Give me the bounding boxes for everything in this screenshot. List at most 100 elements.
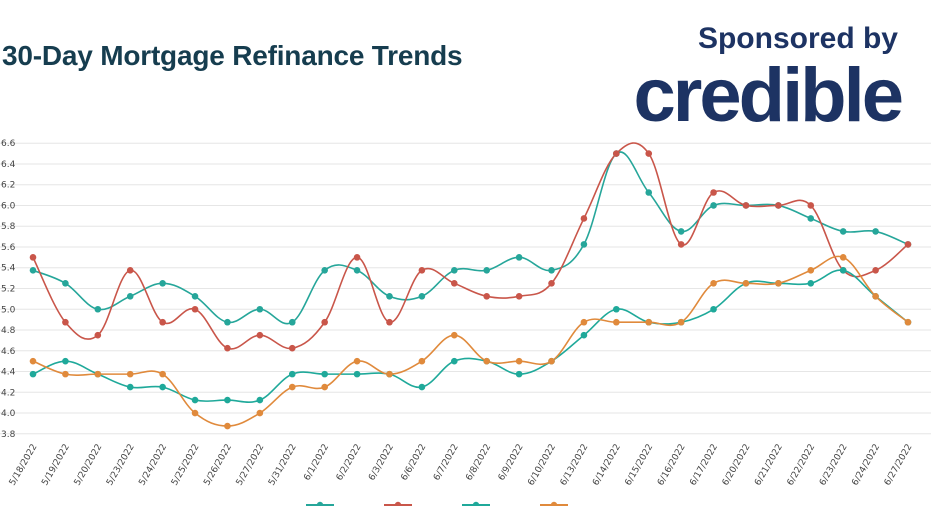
data-point[interactable] [450, 331, 458, 339]
data-point[interactable] [742, 280, 750, 287]
data-point[interactable] [159, 280, 166, 287]
data-point[interactable] [288, 344, 296, 352]
data-point[interactable] [872, 267, 879, 274]
data-point[interactable] [62, 357, 69, 365]
data-point[interactable] [418, 383, 426, 391]
data-point[interactable] [807, 267, 815, 274]
data-point[interactable] [321, 383, 328, 391]
data-point[interactable] [256, 396, 264, 404]
data-point[interactable] [580, 318, 588, 326]
data-point[interactable] [450, 267, 458, 274]
data-point[interactable] [386, 370, 393, 378]
data-point[interactable] [710, 202, 717, 209]
data-point[interactable] [386, 292, 393, 300]
data-point[interactable] [191, 292, 199, 300]
data-point[interactable] [29, 267, 37, 274]
data-point[interactable] [418, 357, 426, 365]
data-point[interactable] [710, 305, 717, 313]
data-point[interactable] [580, 241, 588, 248]
data-point[interactable] [159, 383, 166, 391]
data-point[interactable] [515, 370, 523, 378]
data-point[interactable] [159, 370, 166, 378]
data-point[interactable] [288, 383, 296, 391]
data-point[interactable] [256, 409, 264, 417]
data-point[interactable] [613, 318, 620, 326]
data-point[interactable] [677, 318, 685, 326]
data-point[interactable] [94, 331, 102, 339]
data-point[interactable] [677, 228, 685, 235]
data-point[interactable] [710, 189, 717, 196]
data-point[interactable] [839, 228, 847, 235]
data-point[interactable] [515, 357, 523, 365]
data-point[interactable] [483, 357, 491, 365]
data-point[interactable] [353, 357, 361, 365]
data-point[interactable] [353, 254, 361, 261]
data-point[interactable] [450, 357, 458, 365]
data-point[interactable] [321, 318, 328, 326]
credible-logo[interactable]: credible [633, 53, 904, 138]
data-point[interactable] [256, 305, 264, 313]
data-point[interactable] [839, 267, 847, 274]
data-point[interactable] [839, 254, 847, 261]
data-point[interactable] [548, 267, 555, 274]
data-point[interactable] [126, 383, 134, 391]
data-point[interactable] [613, 150, 620, 157]
data-point[interactable] [321, 370, 328, 378]
data-point[interactable] [645, 318, 653, 326]
data-point[interactable] [321, 267, 328, 274]
data-point[interactable] [126, 267, 134, 274]
data-point[interactable] [450, 280, 458, 287]
data-point[interactable] [224, 344, 231, 352]
data-point[interactable] [62, 280, 69, 287]
x-tick-label: 6/10/2022 [526, 443, 558, 488]
data-point[interactable] [256, 331, 264, 339]
data-point[interactable] [904, 318, 912, 326]
data-point[interactable] [645, 150, 653, 157]
data-point[interactable] [191, 409, 199, 417]
y-tick-label: 6.4 [1, 160, 16, 170]
data-point[interactable] [807, 215, 815, 222]
data-point[interactable] [224, 318, 231, 326]
data-point[interactable] [580, 215, 588, 222]
data-point[interactable] [710, 280, 717, 287]
data-point[interactable] [29, 370, 37, 378]
data-point[interactable] [807, 280, 815, 287]
data-point[interactable] [94, 370, 102, 378]
data-point[interactable] [191, 305, 199, 313]
data-point[interactable] [742, 202, 750, 209]
data-point[interactable] [775, 280, 782, 287]
data-point[interactable] [904, 241, 912, 248]
data-point[interactable] [29, 357, 37, 365]
data-point[interactable] [515, 292, 523, 300]
data-point[interactable] [483, 292, 491, 300]
data-point[interactable] [288, 318, 296, 326]
data-point[interactable] [288, 370, 296, 378]
data-point[interactable] [872, 228, 879, 235]
data-point[interactable] [483, 267, 491, 274]
data-point[interactable] [548, 280, 555, 287]
data-point[interactable] [645, 189, 653, 196]
data-point[interactable] [126, 370, 134, 378]
data-point[interactable] [224, 396, 231, 404]
data-point[interactable] [353, 370, 361, 378]
data-point[interactable] [807, 202, 815, 209]
data-point[interactable] [94, 305, 102, 313]
data-point[interactable] [62, 370, 69, 378]
data-point[interactable] [613, 305, 620, 313]
data-point[interactable] [353, 267, 361, 274]
data-point[interactable] [515, 254, 523, 261]
data-point[interactable] [62, 318, 69, 326]
data-point[interactable] [386, 318, 393, 326]
data-point[interactable] [126, 292, 134, 300]
data-point[interactable] [191, 396, 199, 404]
data-point[interactable] [224, 422, 231, 430]
data-point[interactable] [418, 292, 426, 300]
data-point[interactable] [775, 202, 782, 209]
data-point[interactable] [418, 267, 426, 274]
data-point[interactable] [159, 318, 166, 326]
data-point[interactable] [548, 357, 555, 365]
data-point[interactable] [29, 254, 37, 261]
data-point[interactable] [580, 331, 588, 339]
data-point[interactable] [677, 241, 685, 248]
data-point[interactable] [872, 292, 879, 300]
